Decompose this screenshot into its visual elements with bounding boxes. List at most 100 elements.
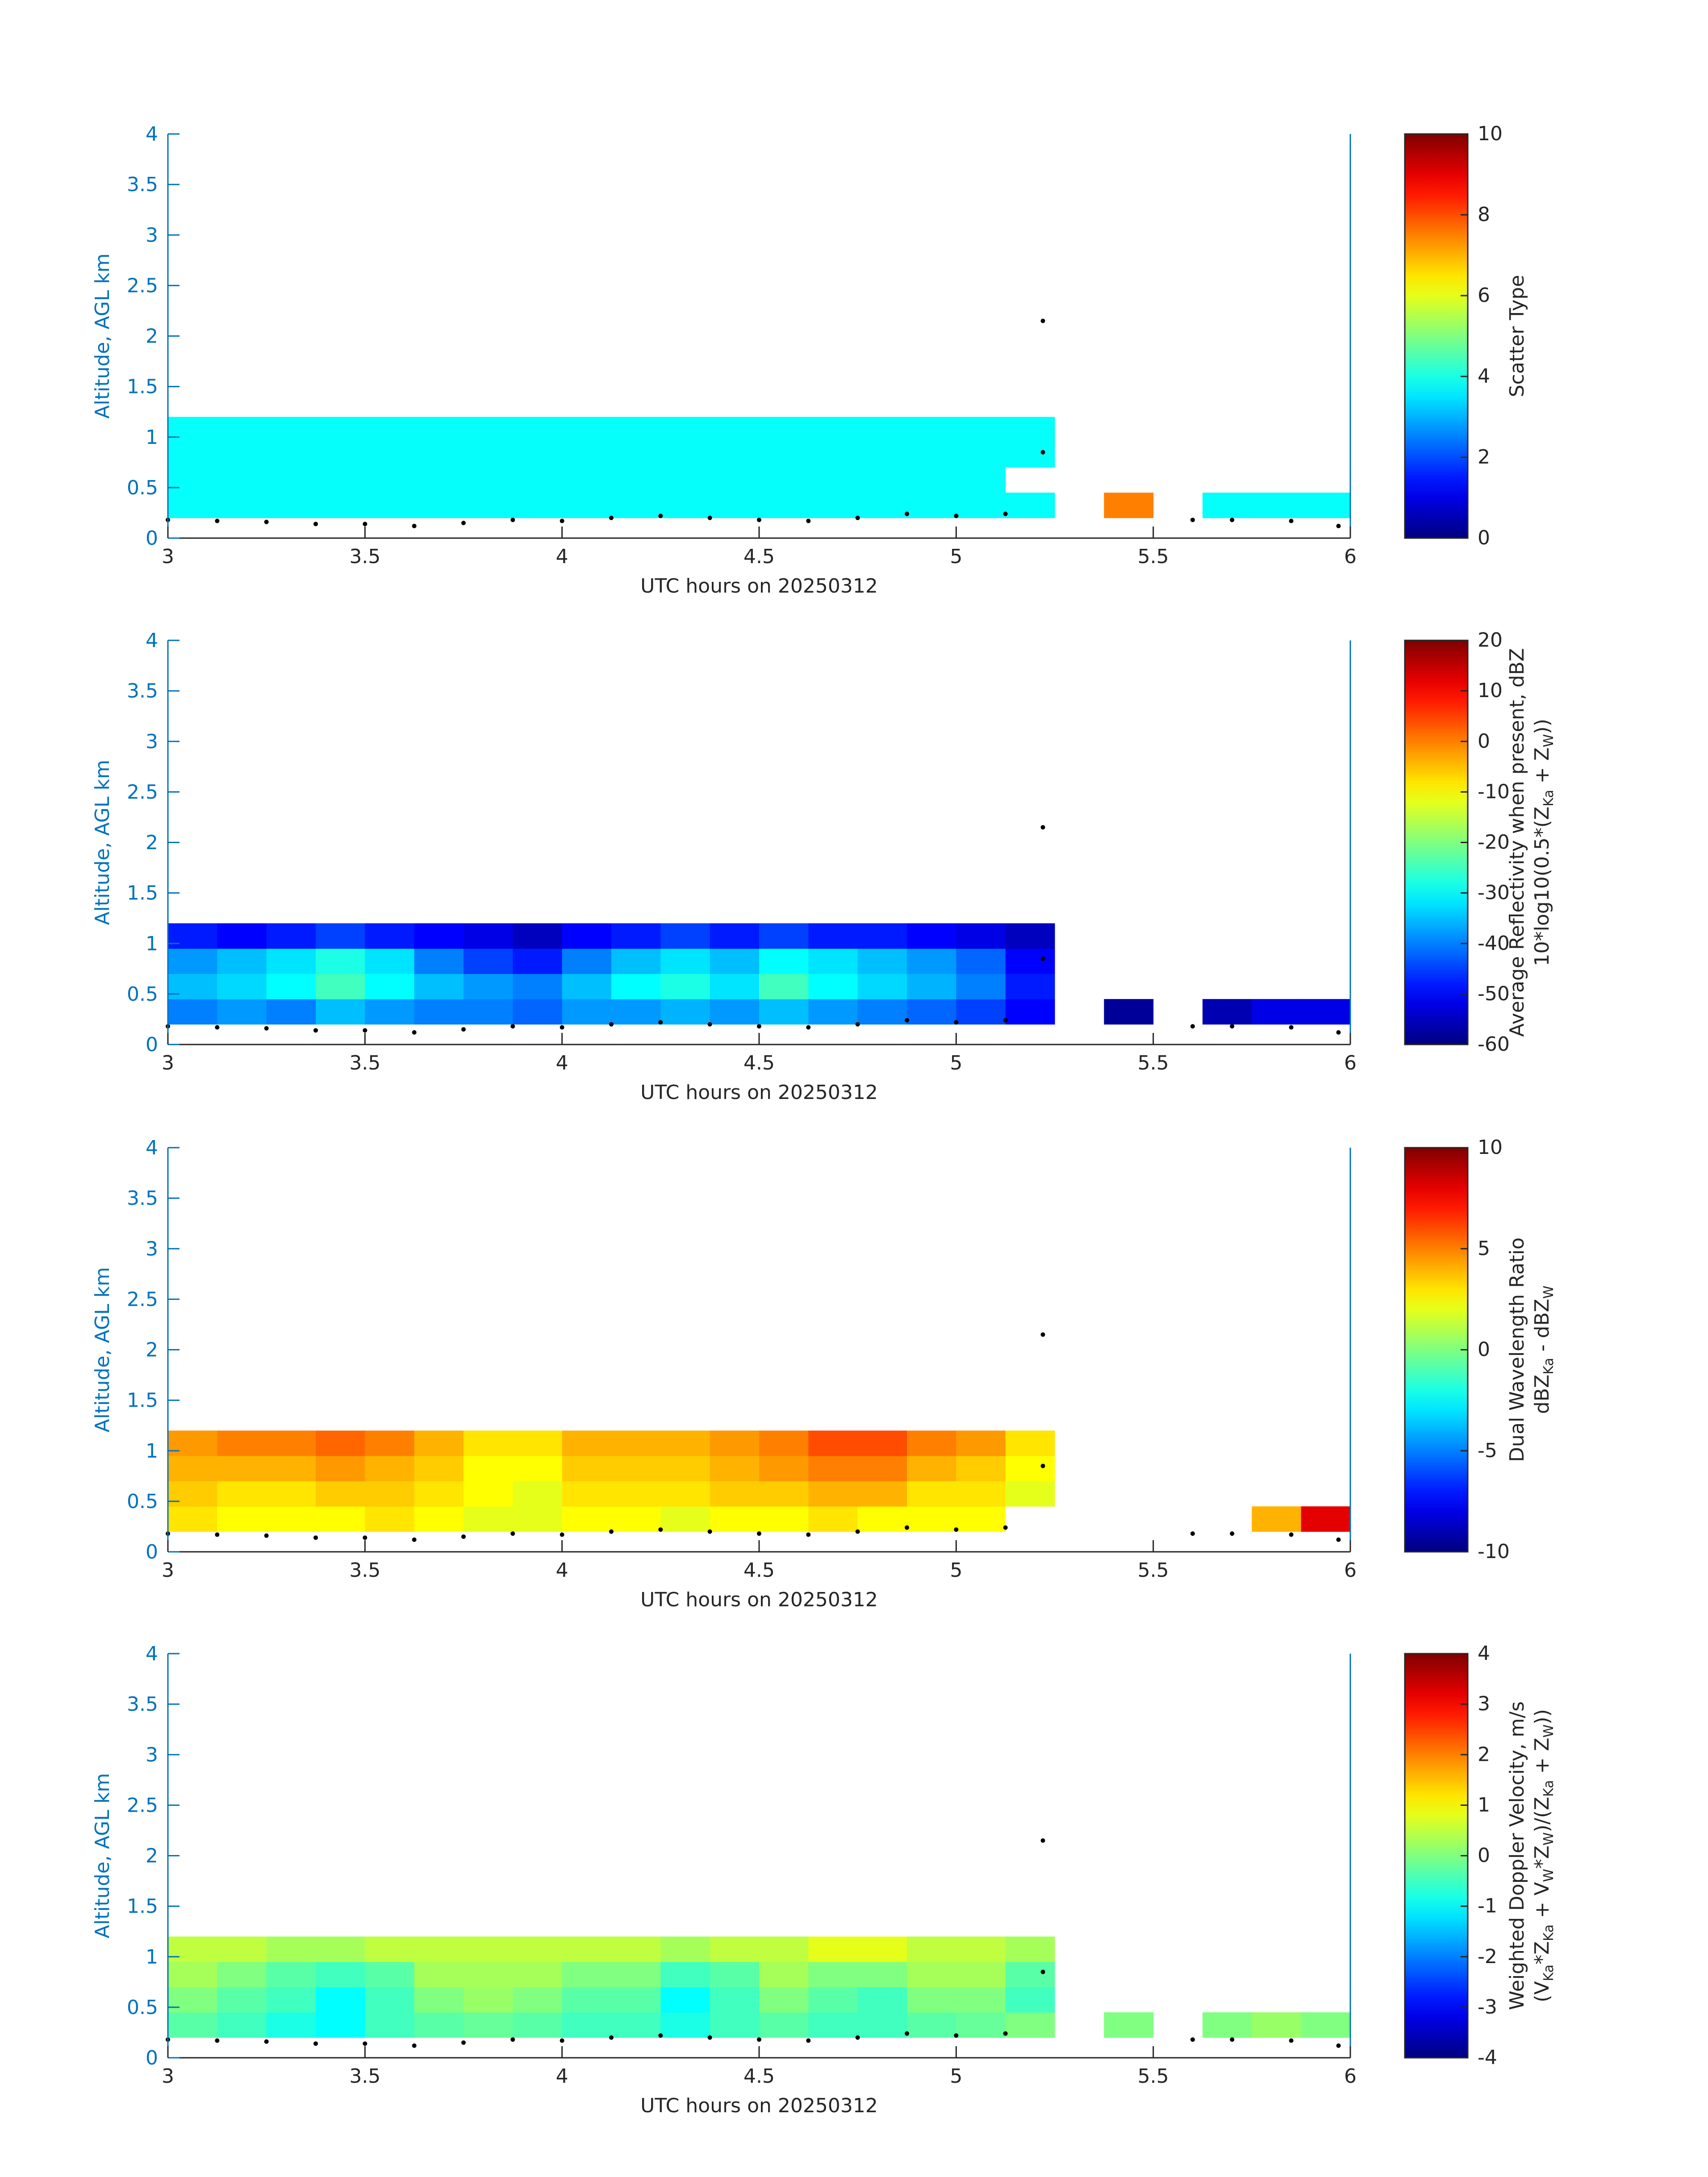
heat-cell (217, 1936, 267, 1962)
heat-cell (956, 999, 1006, 1025)
heat-cell (464, 1987, 513, 2013)
heat-cell (365, 2012, 415, 2038)
heat-cell (857, 949, 907, 974)
x-tick-label: 3.5 (349, 1052, 380, 1074)
heat-cell (266, 974, 316, 999)
heat-cell (414, 923, 464, 949)
heat-cell (316, 1456, 365, 1482)
heat-cell (414, 442, 464, 468)
data-point (658, 1527, 663, 1532)
heat-cell (808, 1987, 858, 2013)
heat-cell (414, 1456, 464, 1482)
heat-cell (464, 467, 513, 493)
heat-cell (907, 493, 956, 518)
heat-cell (660, 949, 710, 974)
heat-cell (1203, 493, 1252, 518)
heat-cell (414, 1481, 464, 1507)
heat-cell (759, 1987, 809, 2013)
heat-cell (414, 493, 464, 518)
heat-cell (1005, 417, 1055, 443)
heat-cell (956, 417, 1006, 443)
heat-cell (611, 1987, 661, 2013)
heat-cell (217, 923, 267, 949)
heat-cell (562, 493, 612, 518)
colorbar-tick-label: 4 (1478, 365, 1490, 388)
heat-cell (1005, 974, 1055, 999)
heat-cell (365, 467, 415, 493)
heat-cell (808, 442, 858, 468)
heat-cell (365, 1936, 415, 1962)
heat-cell (513, 467, 563, 493)
data-point (855, 1529, 860, 1534)
heat-cell (660, 1430, 710, 1456)
heat-cell (562, 999, 612, 1025)
colorbar-tick-label: -60 (1478, 1033, 1510, 1056)
heat-cell (611, 467, 661, 493)
y-tick-label: 1.5 (127, 882, 158, 905)
data-point (560, 1532, 564, 1537)
heat-cell (956, 974, 1006, 999)
colorbar-tick-label: 5 (1478, 1237, 1490, 1260)
x-tick-label: 5.5 (1138, 1559, 1169, 1582)
colorbar-label: Dual Wavelength Ratio (1506, 1237, 1528, 1462)
data-point (954, 1527, 959, 1532)
heat-cell (513, 1962, 563, 1988)
heat-cell (1005, 2012, 1055, 2038)
heat-cell (562, 442, 612, 468)
heat-cell (365, 923, 415, 949)
heat-cell (1301, 999, 1351, 1025)
data-point (954, 1020, 959, 1025)
data-point (560, 518, 564, 523)
heat-cell (710, 493, 760, 518)
y-tick-label: 2 (146, 1845, 158, 1868)
heat-cell (611, 949, 661, 974)
heat-cell (1104, 999, 1154, 1025)
heat-cell (168, 1430, 217, 1456)
heat-cell (217, 493, 267, 518)
data-point (1190, 518, 1195, 522)
heat-cell (562, 1936, 612, 1962)
heat-cell (464, 1456, 513, 1482)
heat-cell (907, 1506, 956, 1532)
heat-cell (316, 1506, 365, 1532)
subscript: Ka (1541, 1964, 1557, 1981)
heat-cell (266, 442, 316, 468)
heat-cell (808, 1936, 858, 1962)
colorbar-label: (VKa*ZKa + VW*ZW)/(ZKa + ZW)) (1531, 1709, 1557, 2002)
heat-cell (217, 1481, 267, 1507)
data-point (707, 1529, 712, 1534)
colorbar-tick-label: -10 (1478, 780, 1510, 803)
data-point (707, 515, 712, 520)
heat-cell (660, 2012, 710, 2038)
data-point (855, 515, 860, 520)
data-point (757, 2037, 761, 2042)
heat-cell (266, 949, 316, 974)
data-point (215, 1025, 220, 1030)
data-point (905, 511, 909, 516)
colorbar-tick-label: -50 (1478, 982, 1510, 1005)
colorbar (1404, 1147, 1469, 1553)
heat-cell (759, 442, 809, 468)
y-tick-label: 0.5 (127, 1490, 158, 1513)
heat-cell (365, 442, 415, 468)
heat-cell (316, 442, 365, 468)
y-tick-label: 3.5 (127, 680, 158, 702)
data-point (461, 2040, 466, 2045)
heat-cell (513, 2012, 563, 2038)
heat-cell (464, 442, 513, 468)
heat-cell (414, 1987, 464, 2013)
heat-cell (316, 1987, 365, 2013)
heat-cell (562, 467, 612, 493)
data-point (313, 1028, 318, 1033)
heat-cell (956, 1962, 1006, 1988)
y-tick-label: 1.5 (127, 376, 158, 398)
heat-cell (808, 417, 858, 443)
heat-cell (611, 1936, 661, 1962)
heat-cell (168, 467, 217, 493)
heat-cell (513, 949, 563, 974)
data-point (1040, 450, 1045, 455)
y-axis-label: Altitude, AGL km (91, 1773, 114, 1938)
data-point (461, 521, 466, 526)
heat-cell (168, 2012, 217, 2038)
